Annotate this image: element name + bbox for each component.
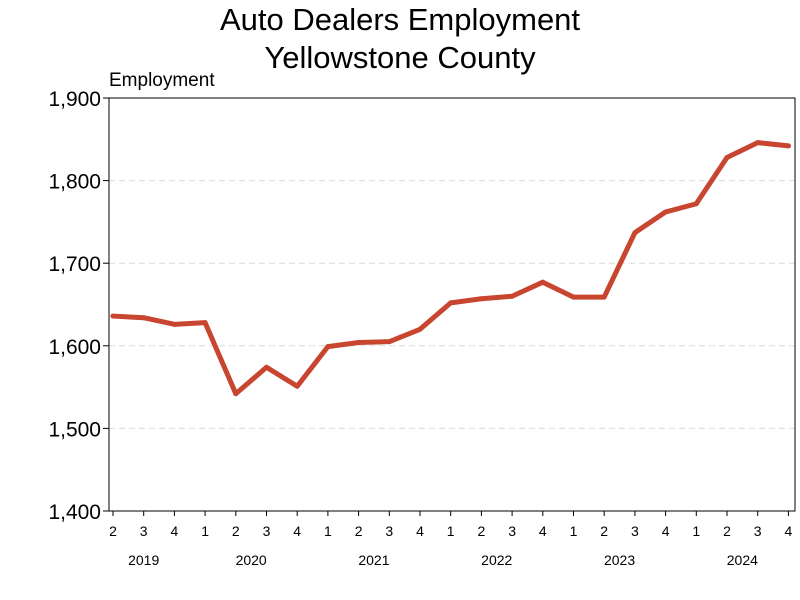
x-year-label: 2020 — [236, 552, 267, 568]
y-tick-label: 1,500 — [48, 418, 101, 441]
y-tick-label: 1,600 — [48, 336, 101, 359]
data-point — [264, 364, 269, 370]
y-axis-label: Employment — [109, 70, 215, 91]
data-point — [448, 300, 454, 306]
data-point — [141, 315, 147, 321]
data-point — [571, 294, 576, 300]
x-tick-label: 2 — [478, 523, 486, 539]
x-tick-label: 2 — [723, 523, 731, 539]
x-tick-label: 2 — [109, 523, 117, 539]
x-year-label: 2024 — [727, 552, 758, 568]
data-point — [478, 296, 484, 302]
series-group — [110, 140, 791, 397]
data-point — [540, 279, 546, 285]
x-tick-label: 4 — [539, 523, 547, 539]
data-point — [171, 321, 177, 327]
x-year-label: 2023 — [604, 552, 635, 568]
data-point — [724, 154, 730, 160]
x-tick-label: 2 — [355, 523, 363, 539]
x-tick-label: 3 — [508, 523, 516, 539]
y-tick-label: 1,700 — [48, 253, 101, 276]
x-tick-label: 3 — [385, 523, 393, 539]
y-axis: 1,400 1,500 1,600 1,700 1,800 1,900 — [48, 88, 109, 524]
data-point — [785, 143, 791, 149]
x-year-label: 2022 — [481, 552, 512, 568]
data-point — [755, 140, 761, 146]
data-point — [325, 344, 331, 350]
x-year-label: 2021 — [358, 552, 389, 568]
data-point — [386, 339, 392, 345]
data-point — [356, 339, 362, 345]
x-tick-label: 4 — [416, 523, 424, 539]
y-tick-label: 1,900 — [48, 88, 101, 111]
x-tick-label: 4 — [785, 523, 793, 539]
data-point — [509, 293, 515, 299]
chart-title-line-2: Yellowstone County — [264, 40, 536, 75]
data-point — [601, 294, 607, 300]
chart-title-line-1: Auto Dealers Employment — [219, 2, 581, 37]
plot-frame — [108, 97, 796, 512]
x-tick-label: 2 — [232, 523, 240, 539]
data-point — [233, 391, 239, 397]
x-tick-label: 4 — [662, 523, 670, 539]
x-tick-label: 1 — [692, 523, 700, 539]
x-tick-label: 4 — [293, 523, 301, 539]
x-tick-label: 1 — [570, 523, 578, 539]
x-tick-label: 1 — [324, 523, 332, 539]
x-tick-label: 1 — [201, 523, 209, 539]
data-point — [110, 313, 116, 319]
data-point — [294, 383, 300, 389]
x-tick-label: 2 — [600, 523, 608, 539]
x-axis: 2 3 4 1 2 3 4 1 2 3 4 1 2 3 4 1 2 3 4 1 2 3 4 2019 2020 2021 2022 2… — [109, 511, 793, 568]
data-point — [417, 326, 423, 332]
y-tick-label: 1,400 — [48, 501, 101, 524]
y-tick-label: 1,800 — [48, 171, 101, 194]
x-tick-label: 3 — [754, 523, 762, 539]
x-tick-label: 3 — [140, 523, 148, 539]
x-tick-label: 1 — [447, 523, 455, 539]
data-point — [663, 209, 669, 215]
x-tick-label: 3 — [631, 523, 639, 539]
data-point — [202, 320, 208, 326]
x-tick-label: 4 — [171, 523, 179, 539]
x-tick-label: 3 — [263, 523, 271, 539]
grid-lines — [109, 180, 795, 429]
data-point — [693, 201, 699, 207]
data-point — [632, 230, 638, 236]
x-year-label: 2019 — [128, 552, 159, 568]
